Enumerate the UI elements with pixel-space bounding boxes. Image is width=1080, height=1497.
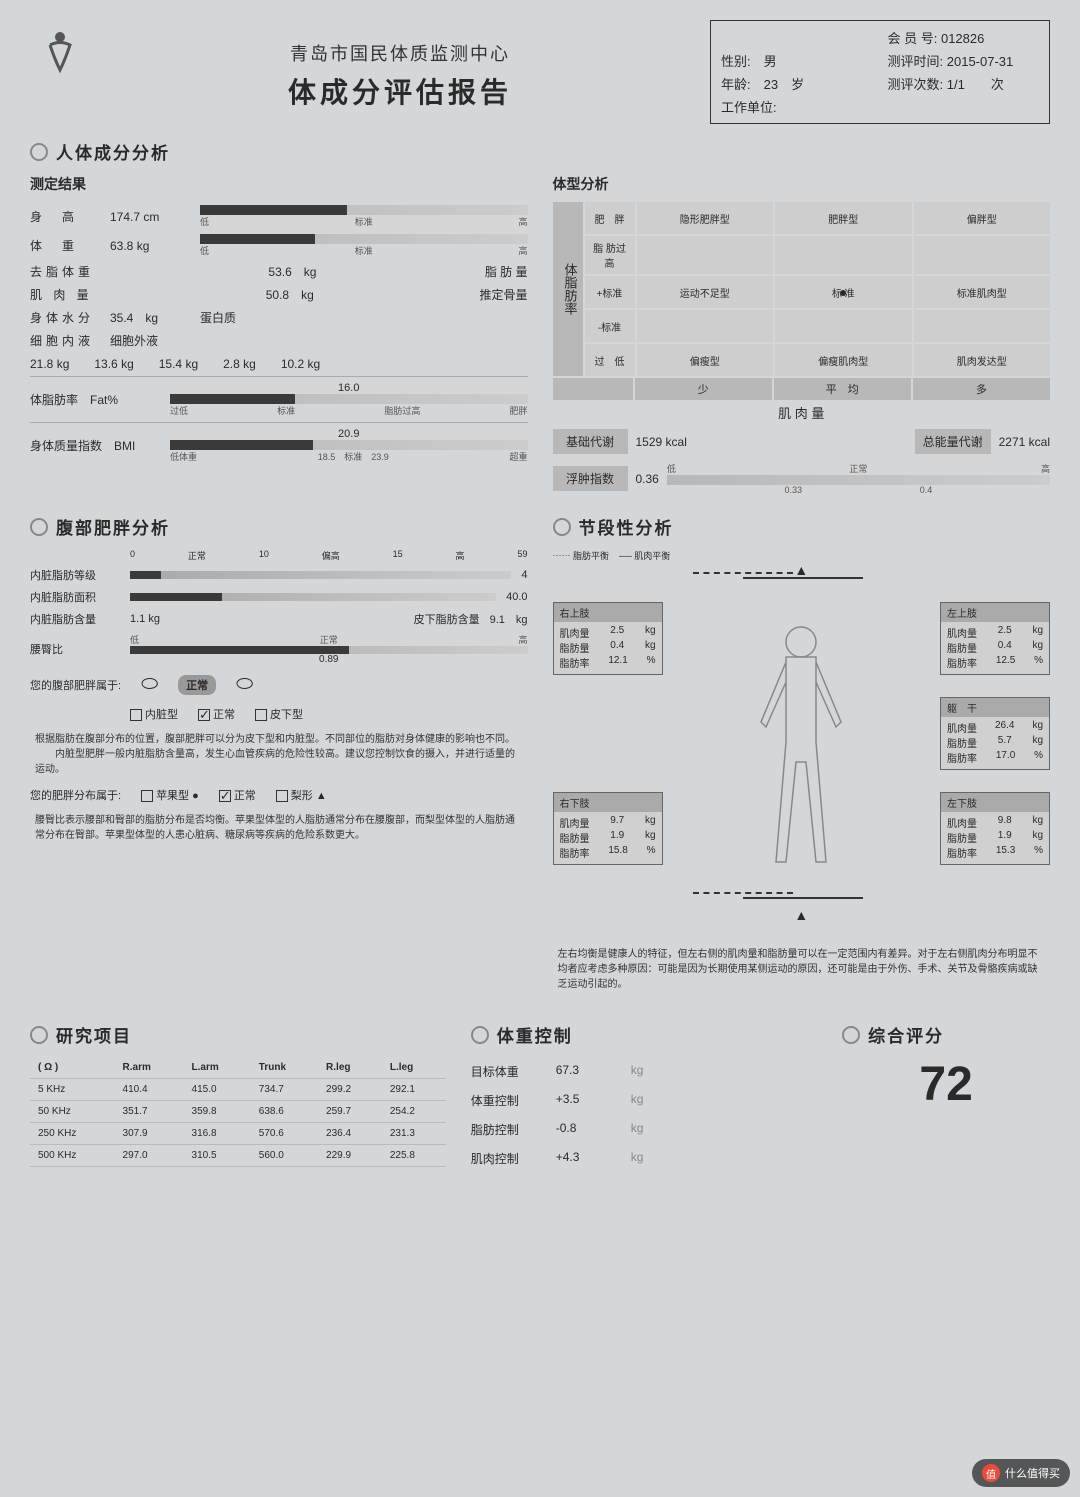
body-type-title: 体型分析	[553, 174, 1051, 194]
age-unit: 岁	[791, 77, 804, 92]
section-research: 研究项目	[30, 1022, 446, 1047]
org-logo	[30, 20, 90, 80]
vfl-value: 4	[521, 569, 527, 581]
seg-right-arm: 右上肢 肌肉量2.5kg 脂肪量0.4kg 脂肪率12.1%	[553, 602, 663, 675]
bmi-label: 身体质量指数 BMI	[30, 437, 160, 454]
section-abdominal: 腹部肥胖分析	[30, 514, 528, 539]
count-label: 测评次数:	[888, 77, 944, 92]
fat-control: -0.8	[556, 1121, 616, 1138]
edema-value: 0.36	[636, 472, 659, 486]
edema-label: 浮肿指数	[553, 466, 628, 491]
measure-title: 测定结果	[30, 174, 528, 194]
report-title: 体成分评估报告	[110, 71, 690, 111]
fat-pct-label: 体脂肪率 Fat%	[30, 391, 160, 408]
member-label: 会 员 号:	[888, 31, 938, 46]
sfm-value: 9.1 kg	[490, 611, 528, 627]
belong-label: 您的腹部肥胖属于:	[30, 677, 121, 693]
section-segmental: 节段性分析	[553, 514, 1051, 539]
weight-label: 体 重	[30, 237, 100, 254]
abdominal-desc2: 腰臀比表示腰部和臀部的脂肪分布是否均衡。苹果型体型的人脂肪通常分布在腰腹部，而梨…	[30, 808, 528, 848]
whr-value: 0.89	[130, 654, 528, 665]
date-value: 2015-07-31	[947, 54, 1014, 69]
member-id: 012826	[941, 31, 984, 46]
dist-label: 您的肥胖分布属于:	[30, 787, 121, 803]
age-value: 23	[764, 77, 778, 92]
vfm-value: 1.1 kg	[130, 613, 160, 625]
org-name: 青岛市国民体质监测中心	[110, 40, 690, 66]
height-label: 身 高	[30, 208, 100, 225]
tee-value: 2271 kcal	[999, 435, 1050, 449]
work-label: 工作单位:	[721, 97, 1039, 116]
seg-trunk: 躯 干 肌肉量26.4kg 脂肪量5.7kg 脂肪率17.0%	[940, 697, 1050, 770]
seg-right-leg: 右下肢 肌肉量9.7kg 脂肪量1.9kg 脂肪率15.8%	[553, 792, 663, 865]
fat-pct-value: 16.0	[170, 382, 528, 394]
bmr-value: 1529 kcal	[636, 435, 687, 449]
muscle-control: +4.3	[556, 1150, 616, 1167]
segmental-desc: 左右均衡是健康人的特征，但左右侧的肌肉量和脂肪量可以在一定范围内有差异。对于左右…	[553, 942, 1051, 997]
bmi-value: 20.9	[170, 428, 528, 440]
tee-label: 总能量代谢	[915, 429, 991, 454]
seg-left-leg: 左下肢 肌肉量9.8kg 脂肪量1.9kg 脂肪率15.3%	[940, 792, 1050, 865]
target-weight: 67.3	[556, 1063, 616, 1080]
bmr-label: 基础代谢	[553, 429, 628, 454]
total-score: 72	[842, 1057, 1050, 1112]
research-table: ( Ω )R.armL.armTrunkR.legL.leg 5 KHz410.…	[30, 1057, 446, 1167]
section-body-comp: 人体成分分析	[30, 139, 1050, 164]
body-figure-icon	[746, 622, 856, 882]
body-type-grid: 体脂肪率 肥 胖 隐形肥胖型肥胖型偏胖型 脂 肪过 高 +标准 运动不足型标 准…	[553, 202, 1051, 376]
section-weight-ctrl: 体重控制	[471, 1022, 817, 1047]
weight-control: +3.5	[556, 1092, 616, 1109]
height-value: 174.7 cm	[110, 210, 190, 224]
vfa-value: 40.0	[506, 591, 527, 603]
count-value: 1/1	[947, 77, 965, 92]
patient-info-box: 会 员 号: 012826 性别: 男 测评时间: 2015-07-31 年龄:…	[710, 20, 1050, 124]
weight-value: 63.8 kg	[110, 239, 190, 253]
segment-legend: ┄┄ 脂肪平衡 ── 肌肉平衡	[553, 549, 1051, 562]
count-unit: 次	[991, 77, 1004, 92]
seg-left-arm: 左上肢 肌肉量2.5kg 脂肪量0.4kg 脂肪率12.5%	[940, 602, 1050, 675]
watermark: 值 什么值得买	[972, 1459, 1070, 1487]
gender-label: 性别:	[721, 54, 751, 69]
section-score: 综合评分	[842, 1022, 1050, 1047]
age-label: 年龄:	[721, 77, 751, 92]
abdominal-desc1: 根据脂肪在腹部分布的位置，腹部肥胖可以分为皮下型和内脏型。不同部位的脂肪对身体健…	[30, 727, 528, 782]
gender-value: 男	[764, 54, 777, 69]
date-label: 测评时间:	[888, 54, 944, 69]
